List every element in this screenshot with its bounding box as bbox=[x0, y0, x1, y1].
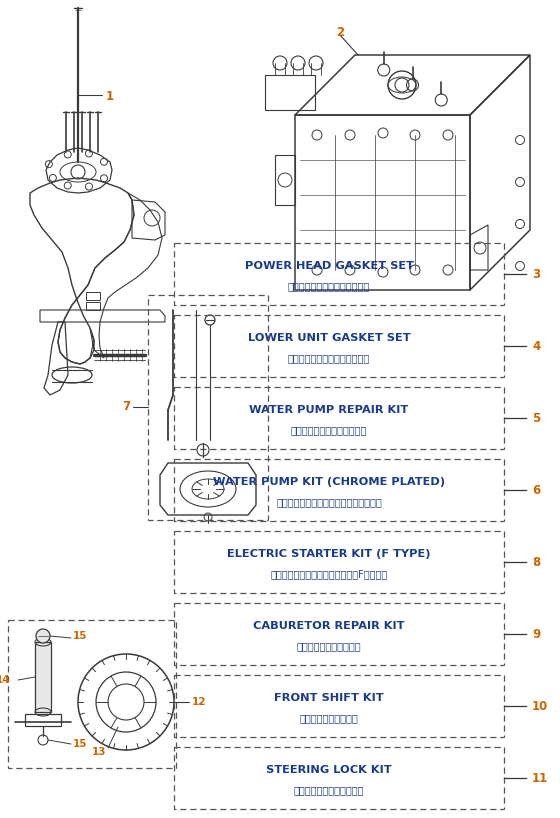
Text: WATER PUMP REPAIR KIT: WATER PUMP REPAIR KIT bbox=[249, 405, 409, 415]
Bar bbox=[8, 620, 176, 768]
Text: 5: 5 bbox=[532, 411, 540, 425]
Text: 4: 4 bbox=[532, 339, 540, 353]
Bar bbox=[174, 675, 504, 737]
Circle shape bbox=[36, 629, 50, 643]
Bar bbox=[174, 459, 504, 521]
Bar bbox=[148, 295, 268, 520]
Bar bbox=[174, 243, 504, 305]
Bar bbox=[174, 315, 504, 377]
Text: 3: 3 bbox=[532, 267, 540, 281]
Text: WATER PUMP KIT (CHROME PLATED): WATER PUMP KIT (CHROME PLATED) bbox=[213, 477, 445, 487]
Text: 14: 14 bbox=[0, 675, 10, 685]
Text: パワーヘッドガスケットセット: パワーヘッドガスケットセット bbox=[288, 281, 370, 291]
Text: 12: 12 bbox=[192, 697, 207, 707]
Bar bbox=[174, 531, 504, 593]
Text: 10: 10 bbox=[532, 699, 548, 712]
Text: FRONT SHIFT KIT: FRONT SHIFT KIT bbox=[274, 693, 384, 703]
Text: 2: 2 bbox=[336, 26, 344, 39]
Text: キャブレタリペアキット: キャブレタリペアキット bbox=[297, 641, 361, 651]
Text: ステアリングロックキット: ステアリングロックキット bbox=[294, 785, 365, 795]
Bar bbox=[174, 603, 504, 665]
Text: 8: 8 bbox=[532, 555, 540, 569]
Text: CABURETOR REPAIR KIT: CABURETOR REPAIR KIT bbox=[253, 621, 405, 631]
Bar bbox=[174, 747, 504, 809]
Text: 6: 6 bbox=[532, 483, 540, 497]
Text: エレクトリックスタータキット（Fタイプ）: エレクトリックスタータキット（Fタイプ） bbox=[270, 569, 388, 579]
Text: STEERING LOCK KIT: STEERING LOCK KIT bbox=[267, 765, 392, 775]
Bar bbox=[174, 387, 504, 449]
Text: 13: 13 bbox=[91, 747, 106, 757]
Text: ロワユニットガスケットセット: ロワユニットガスケットセット bbox=[288, 353, 370, 363]
Text: LOWER UNIT GASKET SET: LOWER UNIT GASKET SET bbox=[248, 333, 410, 343]
Text: ELECTRIC STARTER KIT (F TYPE): ELECTRIC STARTER KIT (F TYPE) bbox=[227, 549, 431, 559]
Text: 15: 15 bbox=[73, 631, 87, 641]
Text: 9: 9 bbox=[532, 627, 540, 640]
Polygon shape bbox=[35, 642, 51, 712]
Text: 15: 15 bbox=[73, 739, 87, 749]
Text: 1: 1 bbox=[106, 89, 114, 102]
Text: ウォータポンプリペアキット: ウォータポンプリペアキット bbox=[291, 425, 367, 435]
Text: 11: 11 bbox=[532, 771, 548, 784]
Text: 7: 7 bbox=[122, 401, 130, 414]
Text: フロントシフトキット: フロントシフトキット bbox=[300, 713, 358, 723]
Text: POWER HEAD GASKET SET: POWER HEAD GASKET SET bbox=[245, 261, 414, 271]
Text: ウォータポンプキット（クロムメッキ）: ウォータポンプキット（クロムメッキ） bbox=[276, 497, 382, 507]
